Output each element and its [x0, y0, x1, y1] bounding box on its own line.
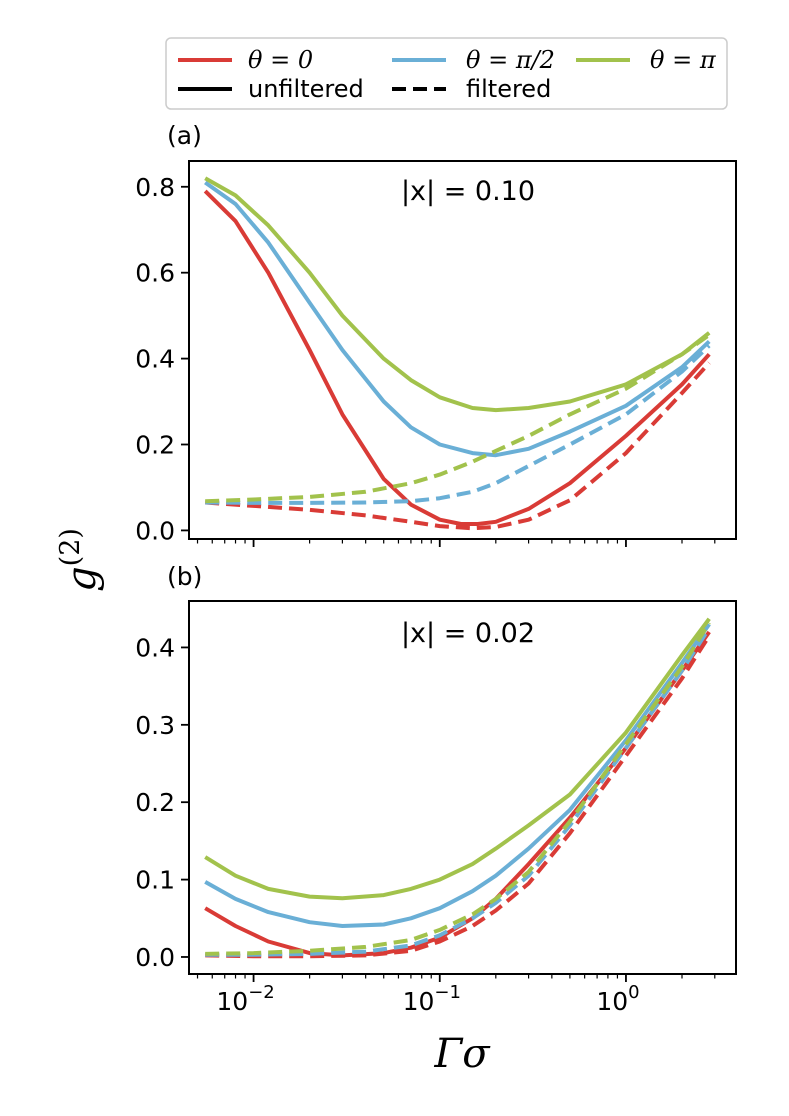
panel-b-series-5 — [205, 621, 711, 956]
panel-a-label: (a) — [167, 121, 202, 150]
panel-a-ytick-label: 0.2 — [135, 431, 175, 460]
panel-a-series-5 — [205, 333, 711, 504]
panel-b-xticks: 10−2 10−1 100 — [196, 974, 716, 1016]
panel-b: (b) 0.00.10.20.30.4 10−2 10−1 100 |x| = 0.… — [135, 562, 737, 1016]
legend-label-theta-0: θ = 0 — [248, 46, 313, 74]
panel-a-series — [203, 176, 711, 531]
panel-b-series-4 — [204, 617, 711, 901]
legend-label-theta-pi-2: θ = π/2 — [466, 46, 555, 74]
panel-a-ytick-label: 0.6 — [135, 259, 175, 288]
legend-frame — [165, 37, 728, 110]
panel-b-series-3 — [205, 627, 711, 957]
panel-b-ytick-label: 0.2 — [135, 788, 175, 817]
panel-b-yticks: 0.0 0.1 0.2 0.3 0.4 — [135, 633, 189, 972]
x-tick-label-exponent: −2 — [248, 982, 275, 1003]
panel-b-label: (b) — [167, 562, 202, 591]
x-tick-label-exponent: −1 — [434, 982, 461, 1003]
panel-b-frame — [188, 600, 737, 975]
panel-b-annotation: |x| = 0.02 — [401, 618, 535, 649]
panel-a-xticks — [196, 539, 716, 547]
x-tick-label: 10−1 — [403, 982, 461, 1016]
panel-a-series-1 — [205, 361, 711, 531]
x-tick-label: 100 — [596, 982, 639, 1016]
panel-b-series — [204, 617, 711, 959]
legend-label-filtered: filtered — [466, 75, 551, 103]
legend-label-unfiltered: unfiltered — [248, 75, 364, 103]
x-tick-label-exponent: 0 — [628, 982, 639, 1003]
panel-a-frame — [188, 160, 737, 540]
panel-a-series-3 — [205, 344, 711, 505]
x-axis-label: Γσ — [433, 1031, 491, 1077]
panel-a-series-4 — [204, 176, 711, 413]
panel-b-series-0 — [204, 630, 711, 958]
panel-b-ytick-label: 0.3 — [135, 711, 175, 740]
legend-label-theta-pi: θ = π — [650, 46, 717, 74]
panel-b-ytick-label: 0.4 — [135, 633, 175, 662]
y-axis-label-base: g — [59, 566, 105, 592]
y-axis-label: g(2) — [55, 528, 105, 592]
panel-a: (a) 0.0 0.2 0.4 0.6 0.8 |x| = 0.10 — [135, 121, 737, 547]
x-tick-label-base: 10 — [216, 987, 248, 1016]
panel-b-ytick-label: 0.1 — [135, 866, 175, 895]
panel-a-annotation: |x| = 0.10 — [401, 176, 535, 207]
panel-a-ytick-label: 0.8 — [135, 173, 175, 202]
panel-a-series-0 — [203, 189, 711, 526]
x-tick-label-base: 10 — [596, 987, 628, 1016]
panel-b-series-1 — [205, 634, 711, 959]
panel-b-ytick-label: 0.0 — [135, 943, 175, 972]
panel-a-yticks: 0.0 0.2 0.4 0.6 0.8 — [135, 173, 189, 545]
x-tick-label-base: 10 — [403, 987, 435, 1016]
panel-a-series-2 — [204, 180, 711, 458]
x-tick-label: 10−2 — [216, 982, 274, 1016]
panel-a-ytick-label: 0.4 — [135, 345, 175, 374]
legend: θ = 0 θ = π/2 θ = π unfiltered filtered — [165, 37, 728, 110]
panel-a-ytick-label: 0.0 — [135, 516, 175, 545]
panel-b-series-2 — [204, 623, 711, 928]
y-axis-label-sup: (2) — [55, 528, 86, 566]
